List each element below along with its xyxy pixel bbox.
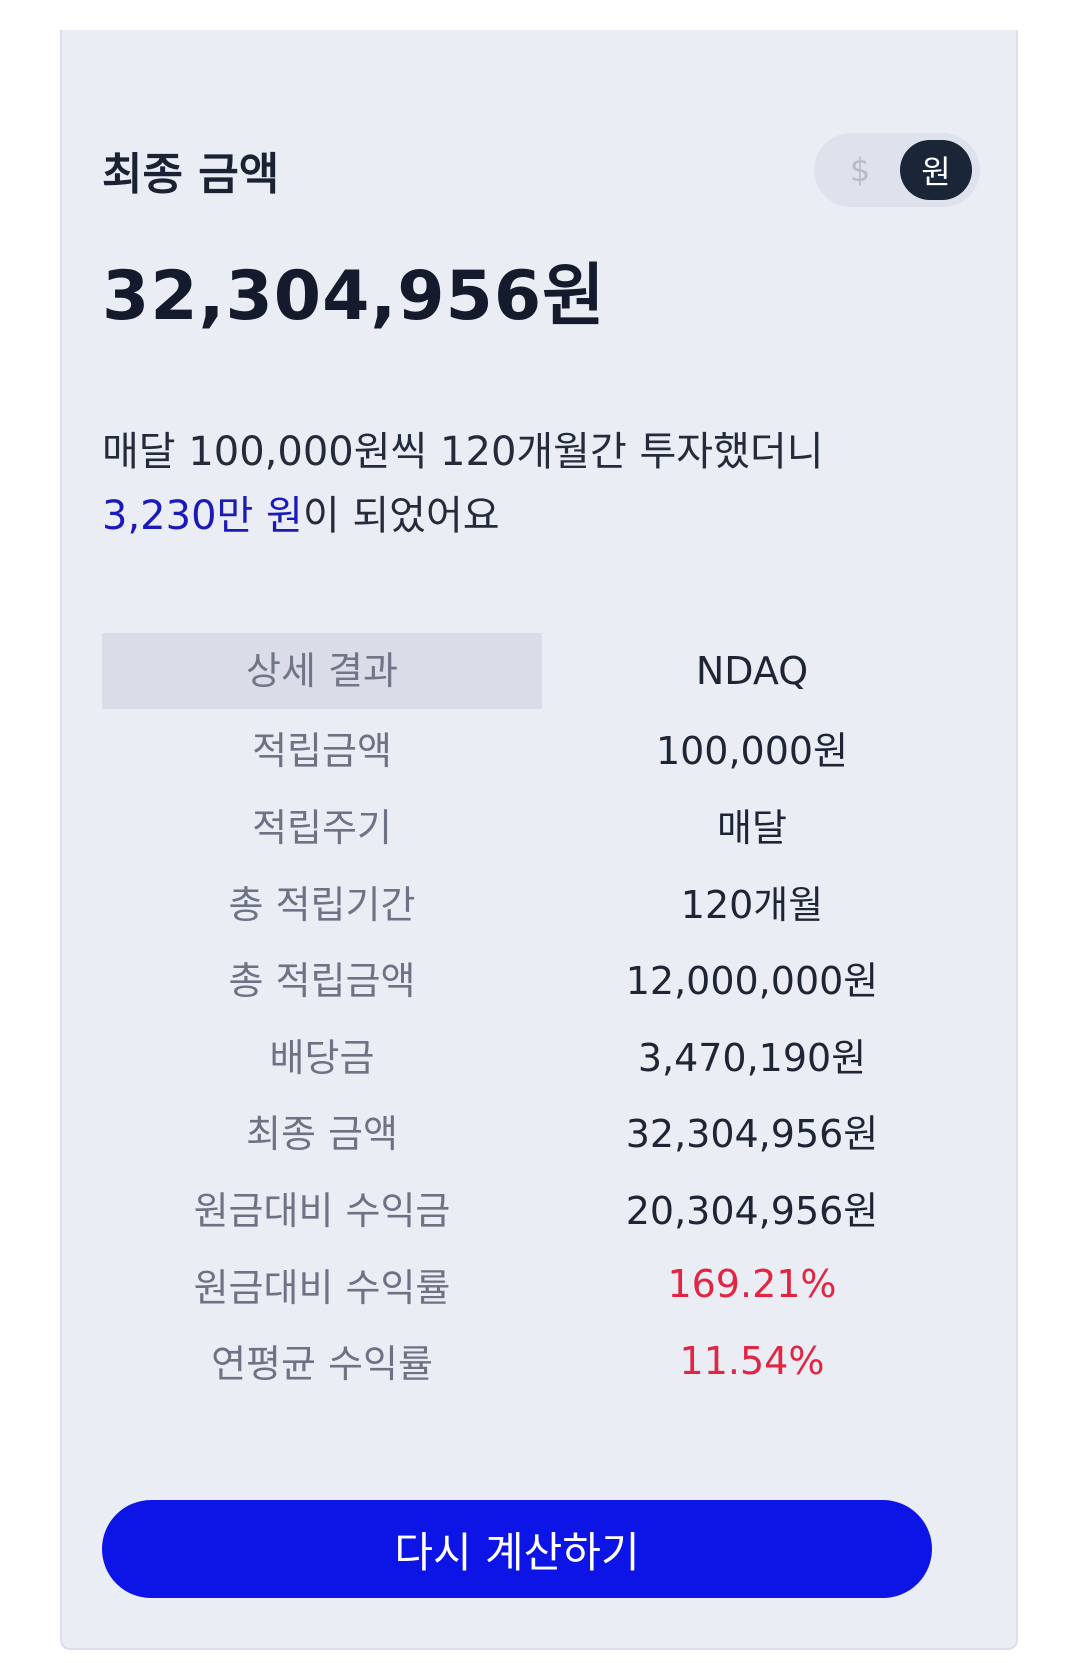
row-label: 총 적립기간: [228, 882, 416, 927]
results-table: 상세 결과 NDAQ 적립금액 100,000원 적립주기 매달 총 적립기간 …: [102, 633, 962, 1399]
summary-text: 매달 100,000원씩 120개월간 투자했더니 3,230만 원이 되었어요: [102, 420, 824, 548]
summary-rest: 이 되었어요: [302, 493, 500, 539]
row-value: 3,470,190원: [637, 1035, 867, 1080]
row-value: 11.54%: [679, 1338, 825, 1383]
final-amount: 32,304,956원: [102, 257, 606, 336]
table-row: 총 적립금액 12,000,000원: [102, 939, 962, 1016]
row-label: 배당금: [269, 1035, 375, 1080]
table-row: 적립금액 100,000원: [102, 710, 962, 787]
table-row: 원금대비 수익금 20,304,956원: [102, 1169, 962, 1246]
row-value: 169.21%: [667, 1262, 837, 1307]
row-value: 매달: [717, 805, 787, 850]
row-label: 적립주기: [252, 805, 392, 850]
summary-highlight: 3,230만 원: [102, 493, 303, 539]
row-value: 12,000,000원: [625, 959, 879, 1004]
header-label: 상세 결과: [102, 633, 542, 710]
summary-line-2: 3,230만 원이 되었어요: [102, 484, 824, 548]
recalculate-button[interactable]: 다시 계산하기: [102, 1500, 932, 1598]
table-row: 적립주기 매달: [102, 786, 962, 863]
table-row: 원금대비 수익률 169.21%: [102, 1246, 962, 1323]
row-label: 원금대비 수익금: [193, 1188, 451, 1233]
row-value: 120개월: [680, 882, 824, 927]
row-label: 최종 금액: [246, 1112, 398, 1157]
row-label: 연평균 수익률: [211, 1342, 433, 1387]
row-value: 32,304,956원: [625, 1112, 879, 1157]
dollar-option[interactable]: $: [849, 151, 871, 189]
result-card: 최종 금액 $ 원 32,304,956원 매달 100,000원씩 120개월…: [60, 30, 1018, 1650]
row-label: 원금대비 수익률: [193, 1265, 451, 1310]
row-value: 100,000원: [655, 729, 849, 774]
summary-line-1: 매달 100,000원씩 120개월간 투자했더니: [102, 429, 824, 475]
won-option[interactable]: 원: [900, 140, 972, 200]
table-row: 최종 금액 32,304,956원: [102, 1093, 962, 1170]
table-row: 연평균 수익률 11.54%: [102, 1322, 962, 1399]
card-title: 최종 금액: [102, 149, 280, 200]
table-row: 배당금 3,470,190원: [102, 1016, 962, 1093]
row-label: 적립금액: [252, 729, 392, 774]
table-row: 총 적립기간 120개월: [102, 863, 962, 940]
row-value: 20,304,956원: [625, 1188, 879, 1233]
row-label: 총 적립금액: [228, 959, 416, 1004]
table-header-row: 상세 결과 NDAQ: [102, 633, 962, 710]
header-ticker: NDAQ: [695, 649, 809, 694]
currency-toggle[interactable]: $ 원: [814, 133, 980, 207]
